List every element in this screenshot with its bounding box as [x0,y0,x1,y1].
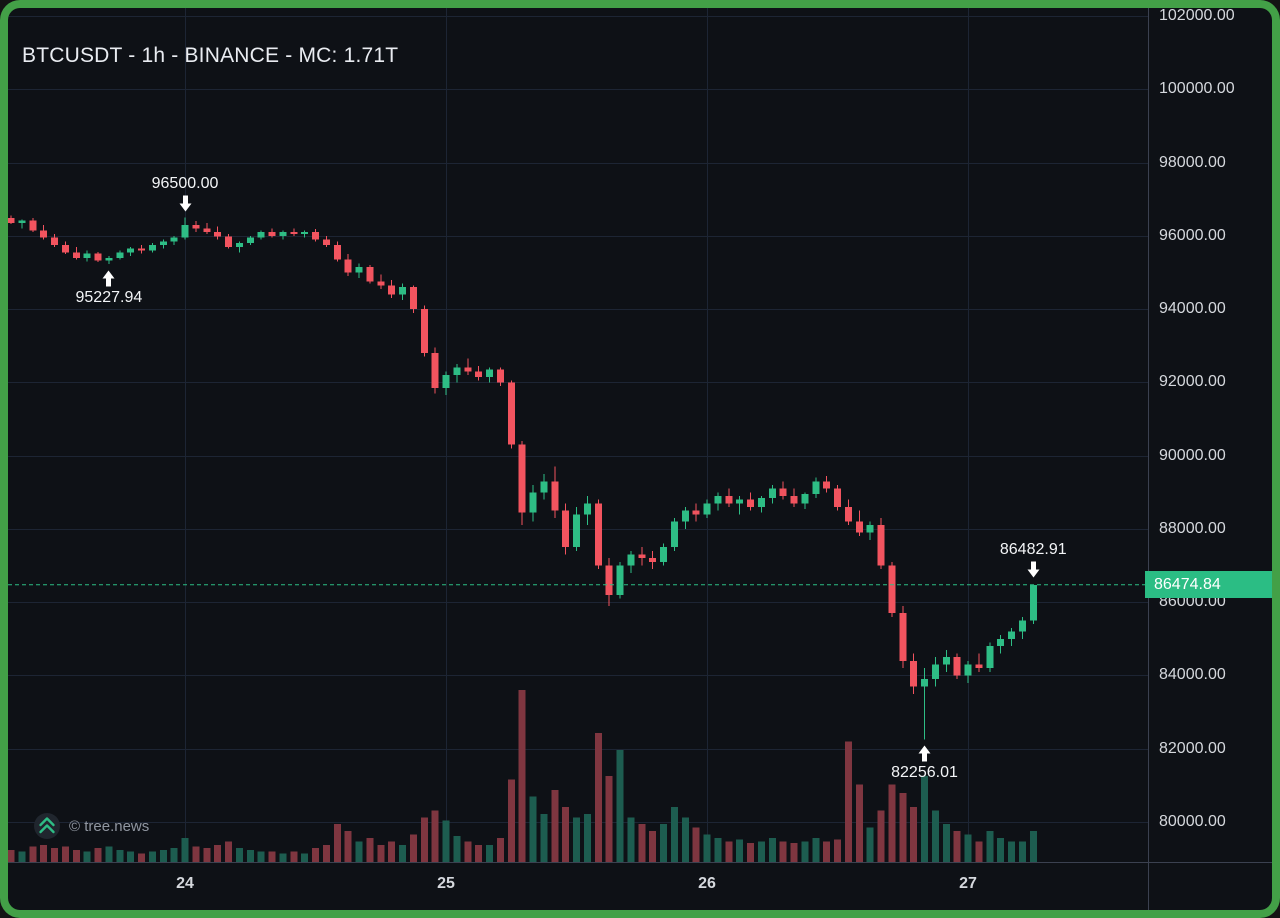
price-axis-label: 96000.00 [1159,226,1226,244]
annotation: 96500.00 [140,174,230,213]
price-axis-label: 90000.00 [1159,446,1226,464]
copyright-label[interactable]: © tree.news [69,817,150,835]
current-price-tag: 86474.84 [1145,571,1272,599]
down-arrow-icon [1027,561,1040,578]
time-axis[interactable]: 24 25 26 27 [8,862,1272,910]
price-axis-label: 80000.00 [1159,813,1226,830]
time-axis-label: 25 [437,875,455,892]
chart-title: BTCUSDT - 1h - BINANCE - MC: 1.71T [22,44,399,67]
up-arrow-icon [918,745,931,762]
time-axis-label: 24 [176,875,194,892]
price-axis-label: 92000.00 [1159,373,1226,391]
watermark: © tree.news [34,813,149,839]
price-axis-label: 102000.00 [1159,8,1235,24]
annotation: 95227.94 [64,269,154,308]
time-axis-separator [8,862,1272,863]
volume-bars [8,690,1037,862]
price-axis-label: 88000.00 [1159,519,1226,537]
price-axis-label: 94000.00 [1159,300,1226,318]
annotation-label: 95227.94 [75,289,143,307]
candles [8,215,1037,740]
price-axis-label: 82000.00 [1159,739,1226,757]
annotation: 82256.01 [880,744,970,783]
time-axis-label: 27 [959,875,977,892]
grid [8,8,1148,862]
chart-screen: BTCUSDT - 1h - BINANCE - MC: 1.71T 10200… [8,8,1272,910]
annotation-label: 86482.91 [999,541,1067,559]
down-arrow-icon [179,195,191,211]
candlestick-chart[interactable] [8,8,1272,910]
price-axis-label: 84000.00 [1159,666,1226,684]
tree-news-logo-icon [34,813,60,839]
time-axis-label: 26 [698,875,716,892]
annotation-label: 82256.01 [891,764,958,782]
annotation-label: 96500.00 [151,174,219,192]
up-arrow-icon [102,270,115,287]
price-axis-label: 100000.00 [1159,80,1235,98]
annotation: 86482.91 [988,540,1078,579]
price-axis[interactable]: 102000.00 100000.00 98000.00 96000.00 94000.… [1149,8,1272,862]
price-axis-separator [1148,8,1149,910]
price-axis-label: 98000.00 [1159,153,1226,171]
